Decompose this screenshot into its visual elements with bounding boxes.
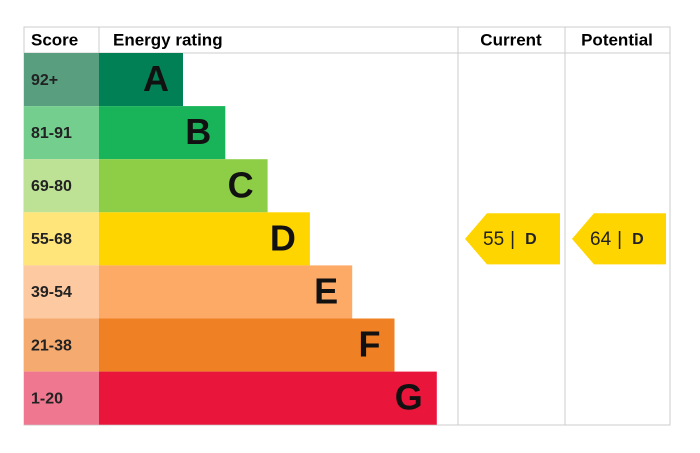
score-label: 69-80 (31, 178, 72, 195)
header: Energy rating (113, 30, 223, 49)
rating-letter: F (359, 324, 381, 365)
rating-bar (99, 106, 226, 160)
score-cell (24, 159, 99, 213)
header: Score (31, 30, 78, 49)
rating-bar (99, 212, 310, 266)
rating-letter: A (143, 58, 169, 99)
rating-bar (99, 53, 183, 107)
arrow-separator: | (617, 229, 622, 250)
arrow-value: 55 (483, 229, 504, 250)
score-cell (24, 318, 99, 372)
rating-arrow-label: 64 | D (590, 229, 644, 250)
rating-letter: D (270, 217, 296, 258)
rating-bar (99, 371, 437, 425)
rating-bar (99, 265, 353, 319)
rating-arrow-label: 55 | D (483, 229, 537, 250)
arrow-value: 64 (590, 229, 612, 250)
arrow-separator: | (510, 229, 515, 250)
score-label: 39-54 (31, 284, 72, 301)
score-label: 55-68 (31, 231, 72, 248)
score-cell (24, 106, 99, 160)
score-cell (24, 53, 99, 107)
header: Potential (581, 30, 653, 49)
score-cell (24, 371, 99, 425)
score-label: 21-38 (31, 337, 72, 354)
rating-letter: G (395, 377, 423, 418)
score-cell (24, 212, 99, 266)
rating-bar (99, 318, 395, 372)
rating-arrow (465, 213, 560, 265)
arrow-letter: D (525, 231, 537, 248)
header: Current (480, 30, 542, 49)
score-label: 1-20 (31, 390, 63, 407)
score-label: 81-91 (31, 125, 72, 142)
arrow-letter: D (632, 231, 644, 248)
rating-letter: C (228, 164, 254, 205)
rating-letter: B (185, 111, 211, 152)
rating-letter: E (314, 270, 338, 311)
rating-bar (99, 159, 268, 213)
score-cell (24, 265, 99, 319)
rating-arrow (572, 213, 666, 265)
score-label: 92+ (31, 72, 58, 89)
